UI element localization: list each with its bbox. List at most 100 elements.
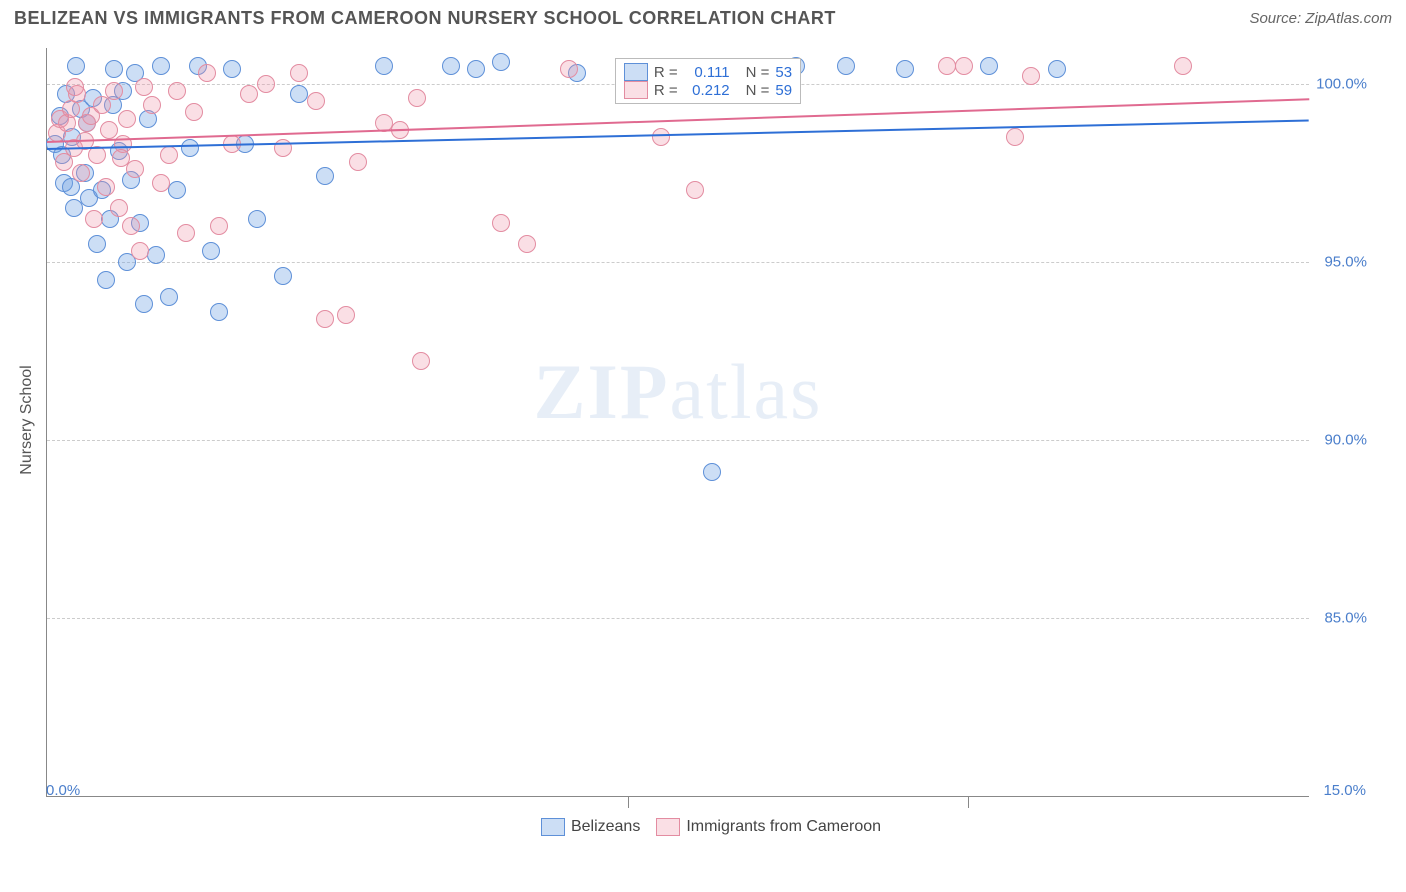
data-point <box>560 60 578 78</box>
data-point <box>652 128 670 146</box>
data-point <box>1006 128 1024 146</box>
data-point <box>980 57 998 75</box>
data-point <box>88 235 106 253</box>
data-point <box>122 217 140 235</box>
data-point <box>152 174 170 192</box>
gridline-h <box>47 618 1309 619</box>
data-point <box>1048 60 1066 78</box>
r-value: 0.111 <box>684 64 730 81</box>
data-point <box>290 85 308 103</box>
data-point <box>143 96 161 114</box>
data-point <box>126 160 144 178</box>
chart-title: BELIZEAN VS IMMIGRANTS FROM CAMEROON NUR… <box>14 8 836 29</box>
data-point <box>198 64 216 82</box>
data-point <box>274 267 292 285</box>
data-point <box>97 271 115 289</box>
data-point <box>412 352 430 370</box>
n-value: 53 <box>775 64 792 81</box>
data-point <box>837 57 855 75</box>
x-max-label: 15.0% <box>1323 782 1366 799</box>
data-point <box>181 139 199 157</box>
r-value: 0.212 <box>684 82 730 99</box>
data-point <box>72 164 90 182</box>
stats-legend: R = 0.111 N = 53 R = 0.212 N = 59 <box>615 58 801 104</box>
data-point <box>152 57 170 75</box>
data-point <box>210 303 228 321</box>
data-point <box>408 89 426 107</box>
data-point <box>67 57 85 75</box>
data-point <box>223 60 241 78</box>
data-point <box>703 463 721 481</box>
stats-legend-row: R = 0.212 N = 59 <box>624 81 792 99</box>
data-point <box>135 295 153 313</box>
data-point <box>518 235 536 253</box>
data-point <box>257 75 275 93</box>
data-point <box>1174 57 1192 75</box>
legend-label: Immigrants from Cameroon <box>686 818 881 835</box>
x-tick <box>628 796 629 808</box>
data-point <box>100 121 118 139</box>
data-point <box>131 242 149 260</box>
data-point <box>316 167 334 185</box>
plot-area: ZIPatlas 85.0%90.0%95.0%100.0%R =0.111N … <box>46 48 1309 797</box>
r-label: R = <box>654 82 678 99</box>
y-tick-label: 100.0% <box>1312 75 1367 92</box>
data-point <box>492 53 510 71</box>
data-point <box>110 199 128 217</box>
data-point <box>1022 67 1040 85</box>
data-point <box>240 85 258 103</box>
x-tick <box>968 796 969 808</box>
data-point <box>337 306 355 324</box>
data-point <box>85 210 103 228</box>
watermark: ZIPatlas <box>534 347 823 437</box>
n-value: 59 <box>775 82 792 99</box>
source-label: Source: ZipAtlas.com <box>1249 10 1392 27</box>
data-point <box>168 181 186 199</box>
data-point <box>442 57 460 75</box>
data-point <box>316 310 334 328</box>
chart-area: ZIPatlas 85.0% 90.0% 95.0% 100.0% R = 0.111 N … <box>46 48 1366 818</box>
data-point <box>112 149 130 167</box>
data-point <box>248 210 266 228</box>
data-point <box>118 110 136 128</box>
data-point <box>955 57 973 75</box>
legend-swatch <box>624 81 648 99</box>
data-point <box>66 78 84 96</box>
y-tick-label: 95.0% <box>1312 253 1367 270</box>
data-point <box>105 82 123 100</box>
data-point <box>492 214 510 232</box>
data-point <box>307 92 325 110</box>
data-point <box>202 242 220 260</box>
data-point <box>896 60 914 78</box>
y-axis-title: Nursery School <box>18 365 36 474</box>
gridline-h <box>47 440 1309 441</box>
data-point <box>686 181 704 199</box>
x-min-label: 0.0% <box>46 782 80 799</box>
legend-label: Belizeans <box>571 818 640 835</box>
y-tick-label: 85.0% <box>1312 609 1367 626</box>
data-point <box>185 103 203 121</box>
data-point <box>349 153 367 171</box>
data-point <box>97 178 115 196</box>
data-point <box>177 224 195 242</box>
data-point <box>168 82 186 100</box>
data-point <box>290 64 308 82</box>
data-point <box>135 78 153 96</box>
legend-swatch <box>541 818 565 836</box>
y-tick-label: 90.0% <box>1312 431 1367 448</box>
data-point <box>274 139 292 157</box>
series-legend: Belizeans Immigrants from Cameroon <box>0 818 1406 836</box>
data-point <box>467 60 485 78</box>
data-point <box>160 146 178 164</box>
n-label: N = <box>746 64 770 81</box>
data-point <box>938 57 956 75</box>
n-label: N = <box>746 82 770 99</box>
data-point <box>210 217 228 235</box>
trendline <box>47 98 1309 143</box>
gridline-h <box>47 262 1309 263</box>
data-point <box>375 57 393 75</box>
r-label: R = <box>654 64 678 81</box>
data-point <box>147 246 165 264</box>
data-point <box>105 60 123 78</box>
data-point <box>93 96 111 114</box>
